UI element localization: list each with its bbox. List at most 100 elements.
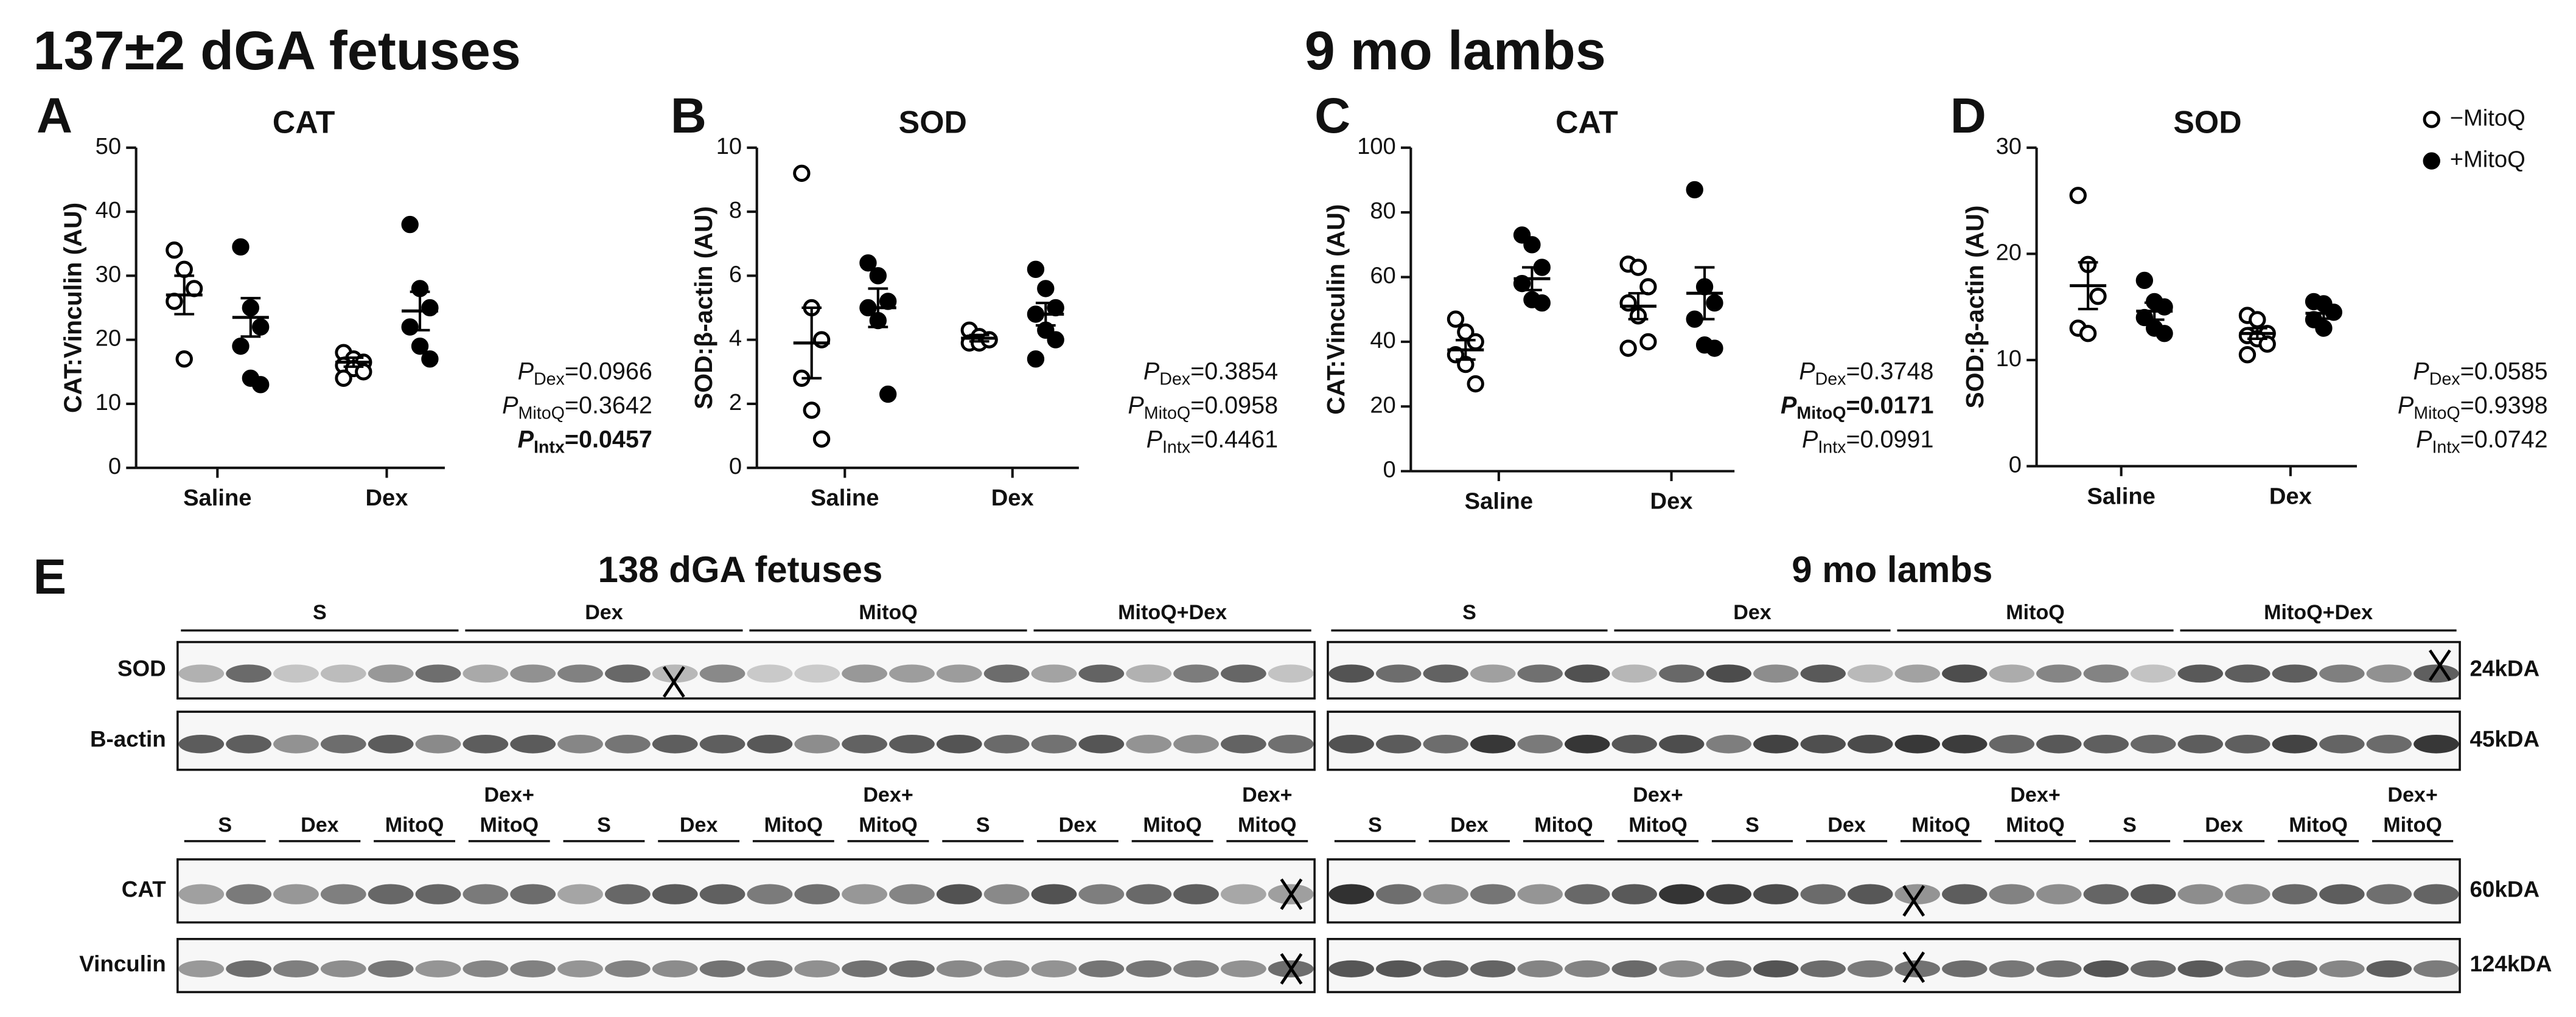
lane-label: S [218, 813, 232, 836]
data-point [1027, 350, 1045, 368]
stat-sub: MitoQ [2414, 403, 2460, 423]
blot-band [1376, 960, 1422, 977]
y-tick-label: 80 [1370, 198, 1395, 224]
lane-label: MitoQ [2006, 813, 2065, 836]
blot-band [1517, 735, 1563, 754]
group-label: MitoQ [2006, 601, 2065, 624]
chart-title: CAT [1555, 104, 1618, 139]
blot-band [1611, 960, 1657, 977]
blot-band [1423, 960, 1468, 977]
y-tick-label: 0 [729, 453, 742, 479]
data-point [1037, 280, 1055, 297]
stat-value: =0.0171 [1846, 392, 1933, 419]
y-axis-label: CAT:Vinculin (AU) [59, 203, 87, 413]
data-point [2238, 345, 2257, 364]
blot-band [605, 884, 651, 904]
blot-band [842, 960, 887, 977]
blot-band [889, 735, 935, 754]
lane-label: Dex [1059, 813, 1097, 836]
blot-band [983, 960, 1030, 977]
blot-band [557, 960, 603, 977]
blot-band [510, 960, 556, 977]
blot-band [1126, 960, 1172, 977]
lane-label: S [1368, 813, 1382, 836]
data-point [2249, 311, 2266, 328]
blot-band [1173, 960, 1219, 977]
data-point [232, 337, 250, 355]
data-point [803, 401, 820, 419]
x-tick-label: Saline [1465, 488, 1533, 515]
blot-band [2225, 735, 2271, 754]
data-point [1686, 181, 1703, 199]
data-point [1533, 294, 1551, 312]
group-label: S [313, 601, 327, 624]
blot-band [368, 735, 414, 754]
y-axis-label: SOD:β-actin (AU) [689, 206, 717, 409]
blot-band [794, 960, 840, 977]
blot-band [1706, 735, 1751, 754]
data-point [859, 254, 877, 272]
blot-band [1565, 884, 1610, 904]
blot-band [1126, 735, 1172, 754]
blot-band [1848, 960, 1893, 977]
blot-band [936, 960, 982, 977]
stat-value: =0.0457 [565, 426, 652, 453]
blot-title: 138 dGA fetuses [598, 549, 882, 590]
blot-frame [1327, 858, 2461, 924]
blot-frame [1327, 710, 2461, 771]
blot-band [842, 664, 887, 683]
blot-band [1517, 884, 1563, 904]
x-tick-label: Dex [2269, 483, 2312, 509]
stat-text: PIntx=0.0457 [518, 426, 652, 457]
y-tick-label: 0 [1383, 457, 1396, 483]
row-label: B-actin [90, 727, 166, 752]
blot-band [1470, 664, 1516, 683]
data-point [869, 267, 887, 285]
data-point [879, 385, 897, 403]
data-point [2258, 335, 2276, 353]
y-tick-label: 20 [96, 325, 121, 352]
lane-label: Dex+ [484, 783, 534, 807]
exclusion-mark [1902, 951, 1925, 984]
blot-band [1753, 960, 1799, 977]
stat-text: PMitoQ=0.0171 [1781, 392, 1933, 423]
blot-band [1753, 735, 1799, 754]
blot-band [2225, 664, 2271, 683]
blot-band [2177, 960, 2224, 977]
blot-band [605, 735, 651, 754]
blot-band [1423, 884, 1468, 904]
blot-band [1659, 884, 1705, 904]
blot-band [1611, 735, 1657, 754]
blot-band [273, 884, 319, 904]
blot-band [2414, 735, 2459, 754]
blot-band [605, 664, 651, 683]
data-point [812, 331, 831, 349]
blot-band [1894, 735, 1940, 754]
blot-band [889, 960, 935, 977]
stat-value: =0.4461 [1190, 426, 1278, 453]
stat-text: PMitoQ=0.0958 [1128, 392, 1278, 423]
stat-sub: Intx [1818, 437, 1846, 457]
stat-value: =0.0742 [2460, 426, 2548, 453]
stat-text: PIntx=0.0742 [2416, 426, 2548, 457]
panel-letter: E [33, 549, 67, 605]
blot-band [747, 960, 793, 977]
blot-band [2131, 884, 2176, 904]
blot-band [2414, 884, 2459, 904]
blot-frame [176, 640, 1316, 700]
blot-band [1565, 960, 1610, 977]
blot-band [1706, 884, 1751, 904]
blot-band [747, 735, 793, 754]
blot-band [936, 664, 982, 683]
chart-title: SOD [2173, 104, 2241, 139]
data-point [1619, 339, 1637, 357]
blot-band [2272, 960, 2318, 977]
blot-band [983, 735, 1030, 754]
data-point [421, 350, 439, 368]
blot-band [1611, 664, 1657, 683]
blot-band [1989, 735, 2034, 754]
blot-band [1376, 664, 1422, 683]
lane-label: MitoQ [1911, 813, 1970, 836]
lane-label: MitoQ [1534, 813, 1593, 836]
